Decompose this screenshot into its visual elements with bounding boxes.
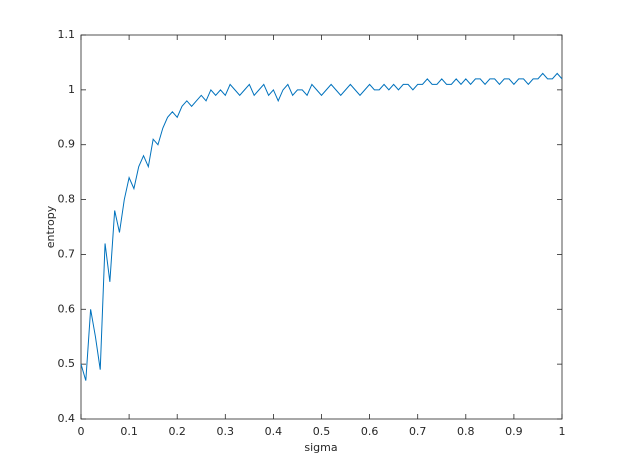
y-tick-label: 0.5: [58, 357, 76, 370]
x-tick-label: 0.8: [457, 425, 475, 438]
x-tick-label: 0: [78, 425, 85, 438]
y-tick-label: 1.1: [58, 28, 76, 41]
y-tick-label: 0.6: [58, 302, 76, 315]
x-tick-label: 0.4: [265, 425, 283, 438]
x-axis-label: sigma: [304, 441, 337, 454]
x-tick-label: 0.1: [120, 425, 138, 438]
x-tick-label: 0.5: [313, 425, 331, 438]
x-tick-label: 1: [559, 425, 566, 438]
y-axis-label: entropy: [44, 205, 57, 248]
y-tick-label: 0.4: [58, 412, 76, 425]
x-tick-label: 0.3: [217, 425, 235, 438]
y-tick-label: 0.9: [58, 138, 76, 151]
y-tick-label: 1: [68, 83, 75, 96]
y-tick-label: 0.8: [58, 193, 76, 206]
x-tick-label: 0.7: [409, 425, 427, 438]
plot-area: [80, 34, 563, 420]
y-tick-label: 0.7: [58, 247, 76, 260]
x-tick-label: 0.6: [361, 425, 379, 438]
x-tick-label: 0.9: [505, 425, 523, 438]
x-tick-label: 0.2: [168, 425, 186, 438]
data-line: [80, 72, 563, 381]
